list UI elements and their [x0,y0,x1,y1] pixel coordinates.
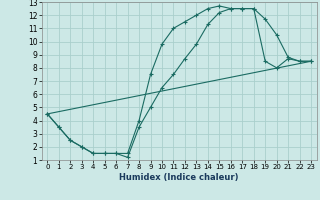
X-axis label: Humidex (Indice chaleur): Humidex (Indice chaleur) [119,173,239,182]
